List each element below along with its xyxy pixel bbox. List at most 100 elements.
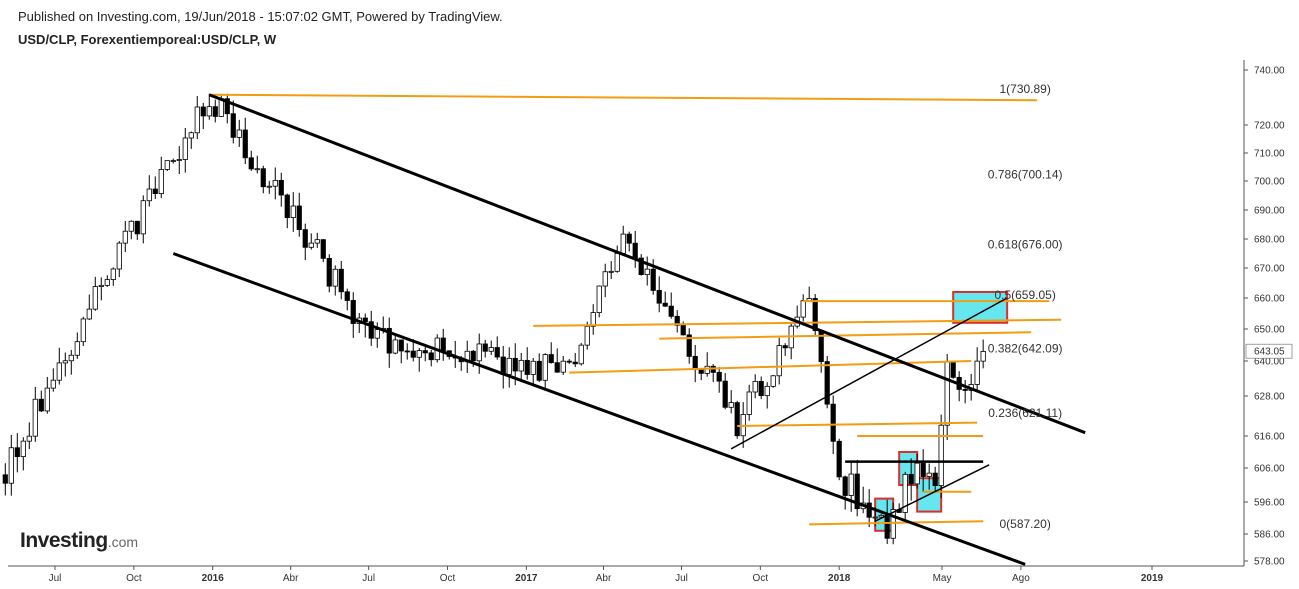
logo-suffix: .com	[107, 534, 139, 550]
candle	[284, 193, 290, 229]
candle	[422, 347, 428, 362]
candle	[668, 292, 674, 319]
candle	[278, 172, 284, 207]
highlight-box	[952, 291, 1009, 324]
fibonacci-labels: 1(730.89) 0.786(700.14) 0.618(676.00) 0.5(6…	[988, 82, 1063, 531]
candle	[176, 146, 182, 175]
y-tick-label: 660.00	[1254, 294, 1285, 305]
investing-logo: Investing.com	[20, 529, 138, 553]
candle	[260, 165, 266, 194]
candle	[92, 276, 98, 311]
candle	[272, 167, 278, 200]
candle	[206, 93, 212, 120]
candle	[554, 348, 560, 373]
candlesticks	[2, 93, 986, 545]
candle	[26, 422, 32, 449]
y-axis: 740.00 720.00 710.00 700.00 690.00 680.00 670.…	[1244, 66, 1285, 568]
candle	[524, 347, 530, 380]
candle	[68, 349, 74, 375]
orange-level-line	[737, 421, 978, 427]
x-tick-label: 2016	[202, 573, 225, 584]
candle	[410, 339, 416, 362]
published-caption: Published on Investing.com, 19/Jun/2018 …	[18, 9, 503, 24]
x-tick-label: Abr	[596, 573, 612, 584]
candle	[500, 345, 506, 389]
x-tick-label: Oct	[440, 573, 456, 584]
y-tick-label: 616.00	[1254, 432, 1285, 443]
candle	[80, 316, 86, 347]
candle	[200, 102, 206, 130]
candle	[296, 192, 302, 237]
x-tick-label: Ago	[1012, 573, 1030, 584]
logo-brand: Investing	[20, 529, 108, 552]
y-tick-label: 650.00	[1254, 325, 1285, 336]
candle	[764, 382, 770, 409]
candle	[290, 192, 296, 232]
candle	[182, 127, 188, 173]
candle	[158, 156, 164, 199]
y-tick-label: 628.00	[1254, 392, 1285, 403]
candle	[146, 175, 152, 207]
candle	[116, 241, 122, 278]
last-price-marker: 643.05	[1245, 343, 1293, 359]
candle	[722, 373, 728, 410]
support-trendline	[730, 297, 1008, 450]
candle	[2, 463, 8, 496]
candle	[854, 459, 860, 517]
candle	[950, 361, 956, 379]
candle	[800, 294, 806, 322]
candle	[308, 233, 314, 250]
candle	[314, 232, 320, 248]
candle	[122, 220, 128, 253]
candle	[134, 220, 140, 240]
candle	[38, 390, 44, 413]
x-tick-label: 2018	[828, 573, 851, 584]
candle	[926, 463, 932, 490]
candle	[842, 475, 848, 510]
trendlines	[172, 93, 1086, 566]
candle	[848, 460, 854, 512]
y-tick-label: 596.00	[1254, 498, 1285, 509]
candle	[8, 434, 14, 496]
candle	[656, 276, 662, 313]
candle	[578, 342, 584, 366]
candle	[608, 261, 614, 280]
y-tick-label: 720.00	[1254, 121, 1285, 132]
candle	[932, 466, 938, 492]
x-tick-label: Jul	[362, 573, 375, 584]
candle	[338, 260, 344, 300]
candle	[920, 449, 926, 492]
last-price-box	[1245, 343, 1293, 359]
candle	[770, 375, 776, 388]
candle	[392, 333, 398, 355]
candle	[674, 310, 680, 333]
candle	[584, 321, 590, 350]
candle	[482, 339, 488, 358]
candle	[746, 384, 752, 421]
candle	[20, 437, 26, 471]
candle	[734, 400, 740, 439]
candle	[164, 160, 170, 171]
candle	[590, 304, 596, 335]
candle	[98, 277, 104, 301]
candle	[362, 313, 368, 338]
x-tick-label: Jul	[49, 573, 62, 584]
candle	[368, 310, 374, 346]
fib-level-label: 0.236(621.11)	[988, 406, 1062, 420]
candle	[62, 352, 68, 377]
axis-frame	[8, 60, 1245, 567]
orange-levels	[209, 93, 1062, 526]
y-tick-label: 578.00	[1254, 557, 1285, 568]
y-tick-label: 690.00	[1254, 206, 1285, 217]
candle	[902, 471, 908, 521]
candle	[752, 374, 758, 399]
candle	[188, 131, 194, 149]
y-tick-label: 606.00	[1254, 464, 1285, 475]
x-tick-label: 2017	[515, 573, 538, 584]
candle	[350, 292, 356, 338]
candle	[50, 368, 56, 392]
candle	[104, 275, 110, 287]
y-tick-label: 640.00	[1254, 357, 1285, 368]
channel-trendline	[208, 93, 1086, 435]
